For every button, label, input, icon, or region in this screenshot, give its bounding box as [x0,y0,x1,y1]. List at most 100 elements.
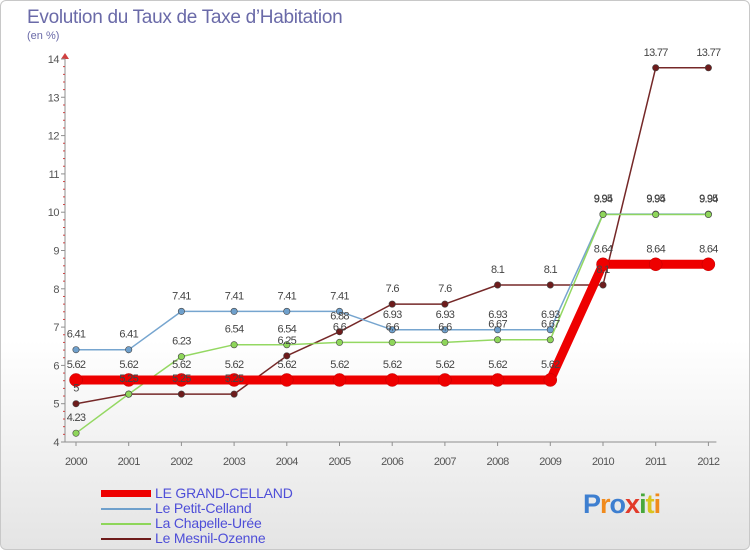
data-label: 6.67 [488,319,507,331]
data-label: 5.25 [119,373,138,385]
x-tick-label: 2006 [381,456,404,468]
data-point [283,352,291,360]
data-label: 5.62 [277,359,296,371]
axes-layer: 4 5 6 7 8 9 10 11 12 13 14 2000 2001 2002 2003 2004 2005… [48,53,721,468]
data-point [332,373,347,387]
data-label: 5.62 [119,359,138,371]
data-label: 6.93 [383,309,402,321]
data-point [543,373,558,387]
data-point [599,281,607,289]
data-label: 6.41 [119,329,138,341]
brand-letter: o [609,489,626,519]
data-label: 8.64 [699,243,718,255]
data-label: 8.1 [596,264,610,276]
legend-label: La Chapelle-Urée [155,515,262,531]
data-label: 6.54 [225,324,244,336]
data-label: 5.62 [383,359,402,371]
data-label: 5.62 [172,359,191,371]
data-point [546,336,554,344]
unit-label: (en %) [27,30,60,42]
data-label: 5.25 [172,373,191,385]
data-label: 6.6 [333,321,347,333]
data-point [283,341,291,349]
data-point [335,338,343,346]
legend-swatch [101,508,151,510]
x-tick-label: 2009 [539,456,562,468]
data-point [335,307,343,315]
y-tick-label: 10 [48,207,60,219]
data-label: 6.88 [330,311,349,323]
data-label: 9.95 [699,193,718,205]
legend-label: LE GRAND-CELLAND [155,485,293,501]
legend-swatch [101,490,151,497]
data-label: 5.25 [225,373,244,385]
brand-letter: P [583,489,601,519]
y-tick-label: 14 [48,54,60,66]
data-label: 5.25 [119,373,138,385]
data-point [704,210,712,218]
y-tick-label: 13 [48,92,60,104]
data-point [648,257,663,272]
data-label: 6.25 [277,335,296,347]
legend-label: Le Petit-Celland [155,500,252,516]
data-point [652,64,660,72]
data-label: 6.67 [541,319,560,331]
data-point [438,373,452,387]
data-point [72,346,80,354]
data-label: 13.77 [644,47,669,59]
legend-swatch [101,538,151,540]
y-tick-label: 12 [48,131,60,143]
data-label: 7.41 [277,290,296,302]
data-label: 5.62 [488,359,507,371]
data-point [125,346,133,354]
data-label: 6.93 [436,309,455,321]
data-point [388,300,396,308]
data-point [441,326,449,334]
data-point [388,338,396,346]
legend-label: Le Mesnil-Ozenne [155,530,266,546]
data-label: 8.64 [646,243,665,255]
data-point [596,257,610,272]
y-tick-label: 6 [53,360,59,372]
x-tick-label: 2003 [223,456,246,468]
x-tick-label: 2008 [487,456,510,468]
data-label: 7.6 [386,283,400,295]
data-point [230,341,238,349]
data-label: 6.41 [67,329,86,341]
x-tick-label: 2004 [276,456,299,468]
data-label: 9.95 [646,193,665,205]
data-point [441,300,449,308]
data-point [230,390,238,398]
data-label: 5.62 [436,359,455,371]
data-point [72,400,80,408]
data-point [227,373,241,387]
x-tick-label: 2010 [592,456,615,468]
x-tick-label: 2002 [170,456,193,468]
data-label: 5.62 [330,359,349,371]
data-label: 9.94 [699,193,718,205]
data-point [704,64,712,72]
y-tick-label: 9 [53,246,59,258]
y-tick-label: 7 [53,322,59,334]
x-tick-label: 2012 [697,456,720,468]
data-point [174,373,189,387]
y-tick-label: 5 [53,399,59,411]
data-label: 6.54 [277,324,296,336]
x-tick-label: 2011 [645,456,667,468]
data-point [177,390,185,398]
data-point [546,281,554,289]
data-point [121,373,136,387]
data-point [283,307,291,315]
brand-logo: Proxiti [583,489,661,520]
data-label: 6.6 [386,321,400,333]
data-label: 13.77 [696,47,721,59]
data-point [441,338,449,346]
data-label: 5.62 [67,359,86,371]
data-label: 7.41 [172,290,191,302]
data-point [125,390,133,398]
data-point [177,353,185,361]
brand-letter: r [600,489,610,519]
data-label: 4.23 [67,412,86,424]
